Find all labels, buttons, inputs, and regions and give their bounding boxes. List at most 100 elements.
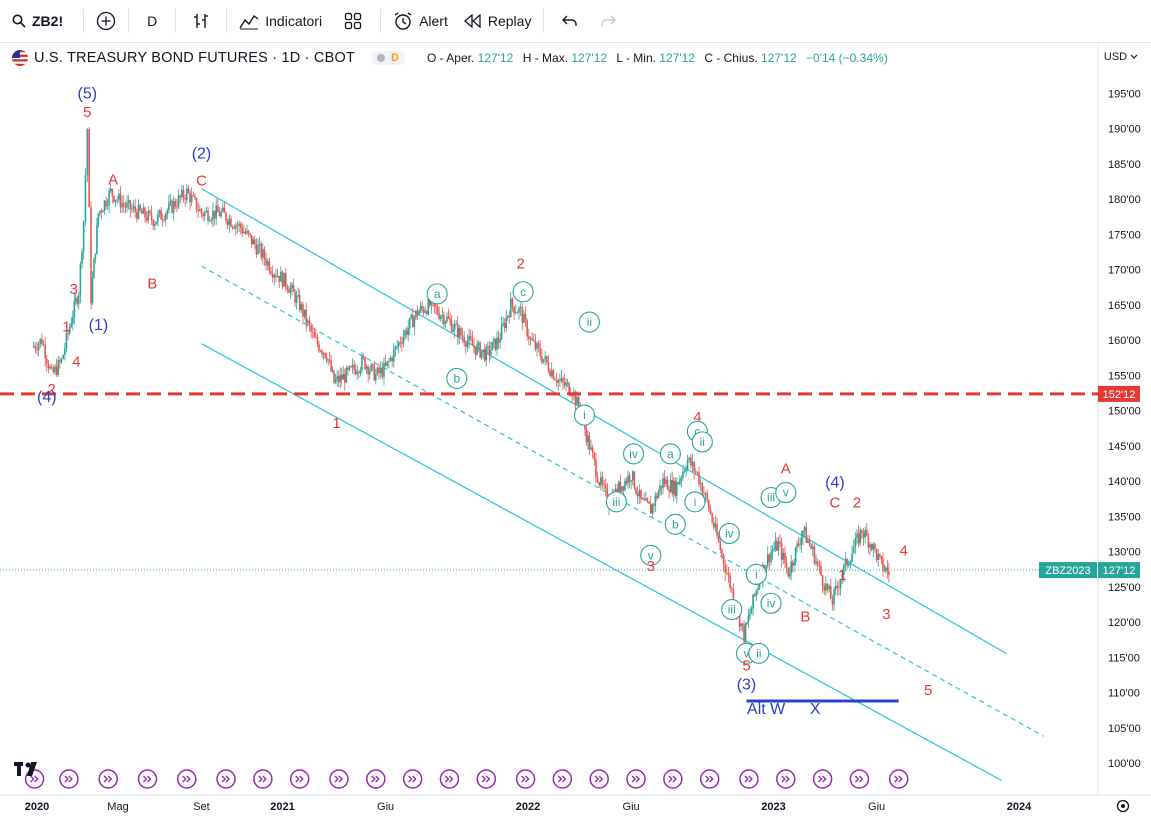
level-price-tag [1098,385,1140,402]
candle-body [714,523,717,528]
currency-selector[interactable]: USD [1100,48,1142,66]
event-marker-icon [177,769,197,789]
price-axis[interactable]: 195'00 190'00 185'00 180'00 175'00 170'00 165'… [1108,89,1141,771]
event-marker-arrows [295,775,304,783]
candle-body [336,376,338,380]
market-status-badge[interactable]: D [371,51,405,65]
candle-body [34,346,37,349]
candle-body [688,457,691,460]
wave-label-circle [578,311,600,333]
replay-button[interactable]: Replay [456,0,540,43]
candle-body [271,273,274,278]
candle-body [813,546,816,564]
price-tick-label: 130'00 [1108,547,1141,559]
candle-body [121,203,123,208]
wave-label-circle [691,431,713,453]
candle-body [70,323,73,327]
wave-label-circle [623,443,645,465]
channel-line-middle[interactable] [201,265,1044,737]
indicators-button[interactable]: Indicatori [231,0,330,43]
candle-body [493,338,495,342]
time-axis[interactable]: 2020 Mag Set 2021 Giu 2022 Giu 2023 Giu 2024 [25,801,1032,813]
candle-body [749,613,751,617]
event-marker-arrows [894,775,903,783]
candle-body [109,188,112,192]
candle-body [788,573,791,577]
layouts-button[interactable] [330,0,376,43]
event-marker-icon [849,769,870,789]
candle-body [325,357,328,361]
undo-button[interactable] [548,0,592,43]
redo-icon [601,15,617,26]
chart-type-button[interactable] [180,0,222,43]
candle-body [373,364,376,381]
candle-body [619,481,622,492]
candle-body [630,480,632,482]
candle-body [799,544,801,546]
candle-body [471,339,474,346]
trend-channels[interactable] [201,188,1044,782]
candle-body [407,327,409,335]
candle-body [55,366,58,375]
candle-body [523,313,525,323]
logo-shape [27,762,37,776]
symbol-label: ZB2! [32,13,64,29]
symbol-search-button[interactable]: ZB2! [0,0,79,43]
candle-body [856,533,858,538]
candle-body [225,212,227,221]
wave-label-circle [605,491,627,513]
candle-body [766,554,769,566]
wave-label: C [829,494,840,511]
candle-body [826,583,829,590]
undo-icon [562,15,578,26]
horizontal-level[interactable]: 152'12 [0,385,1140,402]
candle-body [88,129,90,208]
candle-body [640,489,642,500]
candle-body [765,565,767,573]
time-tick-label: Mag [107,801,128,813]
candle-body [693,462,695,472]
candle-body [246,230,248,234]
candle-body [716,523,718,537]
candle-body [549,370,551,376]
symbol-title[interactable]: U.S. TREASURY BOND FUTURES · 1D · CBOT [34,50,356,66]
channel-line-upper[interactable] [201,188,1008,655]
candle-body [203,212,206,217]
event-marker-arrows [258,775,267,783]
candle-body [803,527,806,531]
candle-body [859,529,862,544]
wave-label: 2 [853,494,861,511]
event-marker-arrows [103,775,113,783]
redo-button[interactable] [592,0,624,43]
interval-button[interactable]: D [133,0,171,43]
candle-body [327,359,329,361]
close-label: C - Chius. [704,51,758,65]
candle-body [865,530,868,536]
candle-body [542,359,545,363]
candle-body [402,336,405,344]
candle-body [531,338,533,341]
candle-body [811,546,814,549]
settings-button[interactable] [1116,799,1130,813]
candle-body [657,491,660,499]
wave-label: v [743,646,749,660]
price-chart[interactable]: 195'00 190'00 185'00 180'00 175'00 170'00 165'… [0,44,1151,829]
candle-body [310,325,312,332]
event-marker-icon [98,769,118,789]
candle-body [174,201,177,207]
channel-line-lower[interactable] [201,343,1003,782]
candle-body [131,208,133,210]
candle-body [255,244,258,255]
compare-symbol-button[interactable] [88,0,124,43]
level-price-label: 152'12 [1103,389,1136,401]
candle-body [44,345,46,359]
candle-body [787,567,790,577]
high-value: 127'12 [571,51,608,65]
alarm-clock-icon [394,12,412,30]
wave-label-circle [760,592,782,614]
candle-body [653,504,655,506]
alert-button[interactable]: Alert [385,0,456,43]
candle-body [305,309,308,324]
candle-body [755,590,758,596]
candle-body [258,243,261,246]
